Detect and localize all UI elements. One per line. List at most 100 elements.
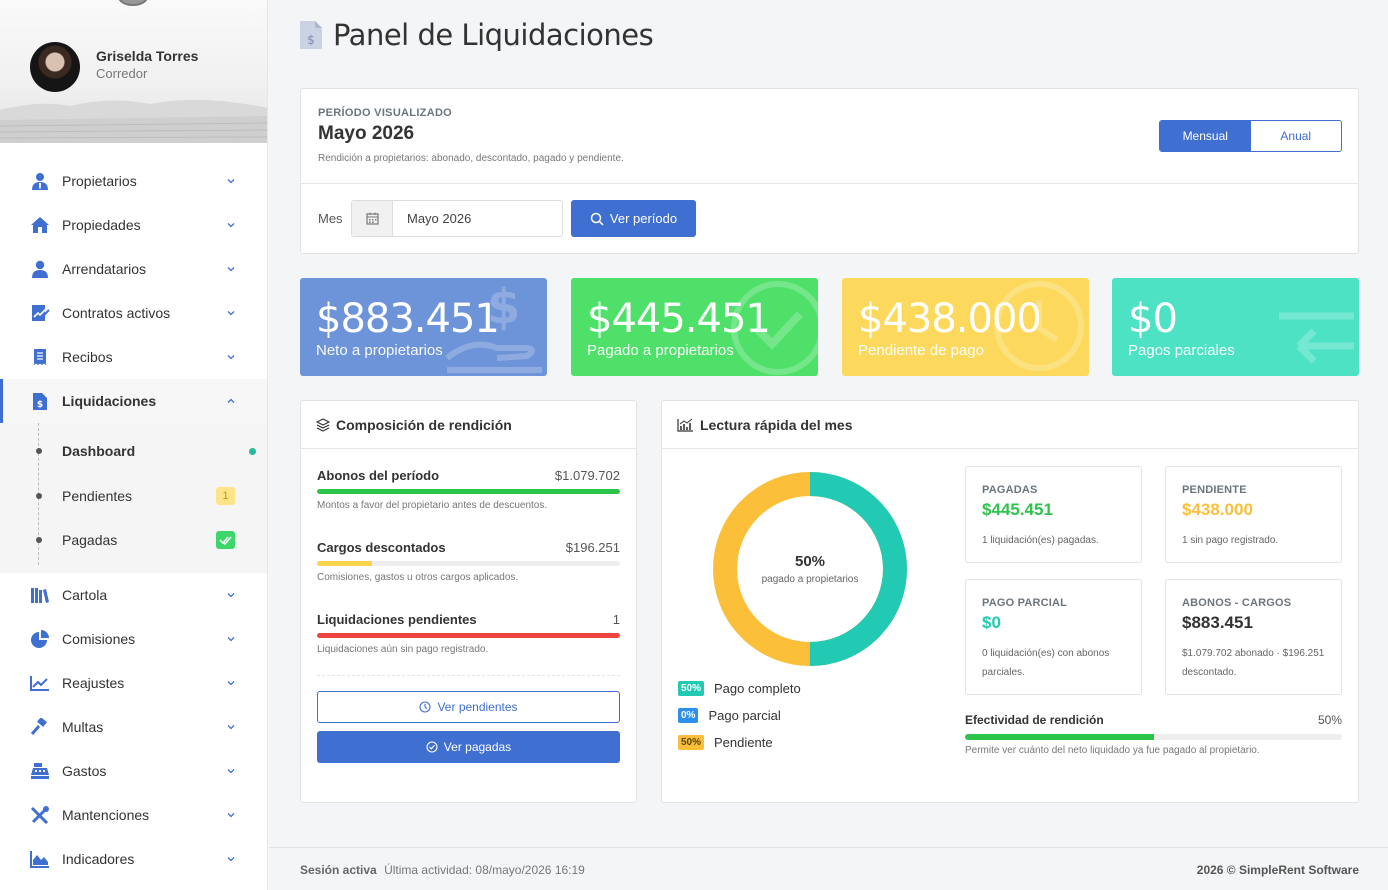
row-progress: [317, 489, 620, 494]
page-title: $ Panel de Liquidaciones: [299, 18, 654, 52]
sidebar-header: Griselda Torres Corredor: [0, 0, 267, 143]
mini-card-parcial: PAGO PARCIAL $0 0 liquidación(es) con ab…: [965, 579, 1142, 695]
efficiency-title: Efectividad de rendición: [965, 713, 1104, 727]
sidebar-item-recibos[interactable]: Recibos: [0, 335, 267, 379]
layers-icon: [316, 417, 330, 432]
sidebar-item-contratos[interactable]: Contratos activos: [0, 291, 267, 335]
efficiency-section: Efectividad de rendición 50% Permite ver…: [965, 713, 1342, 756]
tools-icon: [30, 805, 50, 825]
avatar[interactable]: [30, 42, 80, 92]
month-picker[interactable]: Mayo 2026: [351, 200, 563, 237]
sidebar-item-propiedades[interactable]: Propiedades: [0, 203, 267, 247]
page-title-text: Panel de Liquidaciones: [333, 18, 654, 52]
user-name: Griselda Torres: [96, 48, 199, 64]
home-icon: [30, 215, 50, 235]
sidebar-item-gastos[interactable]: Gastos: [0, 749, 267, 793]
toggle-mensual[interactable]: Mensual: [1160, 121, 1251, 151]
submenu-item-label: Dashboard: [62, 443, 136, 460]
mini-card-pendiente: PENDIENTE $438.000 1 sin pago registrado…: [1165, 466, 1342, 563]
mini-card-pagadas: PAGADAS $445.451 1 liquidación(es) pagad…: [965, 466, 1142, 563]
donut-chart: 50% pagado a propietarios: [712, 471, 908, 667]
footer: Sesión activa Última actividad: 08/mayo/…: [269, 847, 1388, 890]
stat-label: Pagado a propietarios: [587, 342, 734, 359]
calendar-icon[interactable]: [352, 201, 393, 236]
row-note: Montos a favor del propietario antes de …: [317, 500, 548, 511]
svg-text:$: $: [37, 400, 43, 410]
sidebar-item-label: Arrendatarios: [62, 261, 147, 277]
sidebar-item-arrendatarios[interactable]: Arrendatarios: [0, 247, 267, 291]
bullet: [36, 537, 42, 543]
toggle-anual[interactable]: Anual: [1280, 129, 1312, 143]
view-period-button[interactable]: Ver período: [571, 200, 696, 237]
row-progress: [317, 633, 620, 638]
mini-card-abonos-cargos: ABONOS - CARGOS $883.451 $1.079.702 abon…: [1165, 579, 1342, 695]
period-description: Rendición a propietarios: abonado, desco…: [318, 153, 624, 164]
mini-description: $1.079.702 abonado · $196.251 descontado…: [1182, 648, 1325, 678]
mini-value: $438.000: [1182, 500, 1253, 519]
pending-count-badge: 1: [216, 486, 235, 505]
pie-chart-icon: [30, 629, 50, 649]
sidebar-item-mantenciones[interactable]: Mantenciones: [0, 793, 267, 837]
chevron-down-icon: [227, 267, 235, 272]
submenu-item-pagadas[interactable]: Pagadas: [0, 518, 267, 563]
legend-pill: 0%: [678, 708, 699, 723]
stat-label: Pendiente de pago: [858, 342, 984, 359]
chevron-down-icon: [227, 311, 235, 316]
row-value: $1.079.702: [554, 468, 620, 483]
check-double-icon: [216, 531, 235, 549]
row-value: $196.251: [565, 540, 620, 555]
stat-value: $883.451: [316, 296, 500, 342]
receipt-icon: [30, 347, 50, 367]
sidebar-item-label: Multas: [62, 718, 104, 735]
gavel-icon: [30, 717, 50, 737]
row-value: 1: [612, 612, 620, 627]
sidebar-item-cartola[interactable]: Cartola: [0, 573, 267, 617]
composition-row-cargos: Cargos descontados $196.251 Comisiones, …: [317, 540, 620, 583]
sidebar-item-multas[interactable]: Multas: [0, 705, 267, 749]
row-title: Cargos descontados: [317, 540, 446, 555]
footer-session: Sesión activa Última actividad: 08/mayo/…: [300, 863, 585, 877]
sidebar-nav: Propietarios Propiedades Arrendatarios C…: [0, 159, 267, 881]
divider: [301, 183, 1358, 184]
view-paid-label: Ver pagadas: [443, 740, 512, 754]
sidebar-item-reajustes[interactable]: Reajustes: [0, 661, 267, 705]
contract-icon: [30, 303, 50, 323]
sidebar-item-comisiones[interactable]: Comisiones: [0, 617, 267, 661]
liquidaciones-submenu: Dashboard Pendientes 1 Pagadas: [0, 423, 267, 573]
mini-caption: ABONOS - CARGOS: [1182, 597, 1292, 609]
mini-description: 1 sin pago registrado.: [1182, 535, 1279, 546]
row-note: Liquidaciones aún sin pago registrado.: [317, 644, 489, 655]
submenu-item-dashboard[interactable]: Dashboard: [0, 429, 267, 474]
quick-read-card: Lectura rápida del mes 50% pagado a prop…: [661, 400, 1359, 803]
chevron-down-icon: [227, 355, 235, 360]
view-paid-button[interactable]: Ver pagadas: [317, 731, 620, 763]
chart-icon: [677, 418, 693, 432]
quick-read-header: Lectura rápida del mes: [662, 401, 1358, 449]
month-input-value[interactable]: Mayo 2026: [407, 211, 472, 226]
check-circle-icon: [426, 741, 438, 753]
chevron-up-icon: [227, 398, 235, 403]
sidebar-item-label: Reajustes: [62, 674, 125, 691]
submenu-item-pendientes[interactable]: Pendientes 1: [0, 474, 267, 519]
view-period-label: Ver período: [609, 211, 678, 226]
file-invoice-dollar-icon: $: [300, 21, 322, 49]
clock-icon: [419, 701, 432, 713]
composition-row-abonos: Abonos del período $1.079.702 Montos a f…: [317, 468, 620, 511]
sidebar-item-propietarios[interactable]: Propietarios: [0, 159, 267, 203]
bullet: [36, 492, 42, 499]
legend-label: Pago completo: [714, 681, 801, 696]
chevron-down-icon: [227, 856, 235, 861]
user-role: Corredor: [96, 66, 148, 81]
donut-center-label: pagado a propietarios: [761, 574, 859, 585]
view-pending-button[interactable]: Ver pendientes: [317, 691, 620, 723]
chevron-down-icon: [227, 636, 235, 641]
mini-value: $0: [982, 613, 1001, 632]
svg-text:$: $: [307, 33, 315, 47]
sidebar-item-label: Comisiones: [62, 630, 136, 647]
sidebar-item-indicadores[interactable]: Indicadores: [0, 837, 267, 881]
mini-description: 0 liquidación(es) con abonos parciales.: [982, 648, 1110, 678]
sidebar-item-liquidaciones[interactable]: $ Liquidaciones: [0, 379, 267, 423]
composition-row-pendientes: Liquidaciones pendientes 1 Liquidaciones…: [317, 612, 620, 655]
svg-text:$: $: [487, 279, 520, 335]
chevron-down-icon: [227, 223, 235, 228]
